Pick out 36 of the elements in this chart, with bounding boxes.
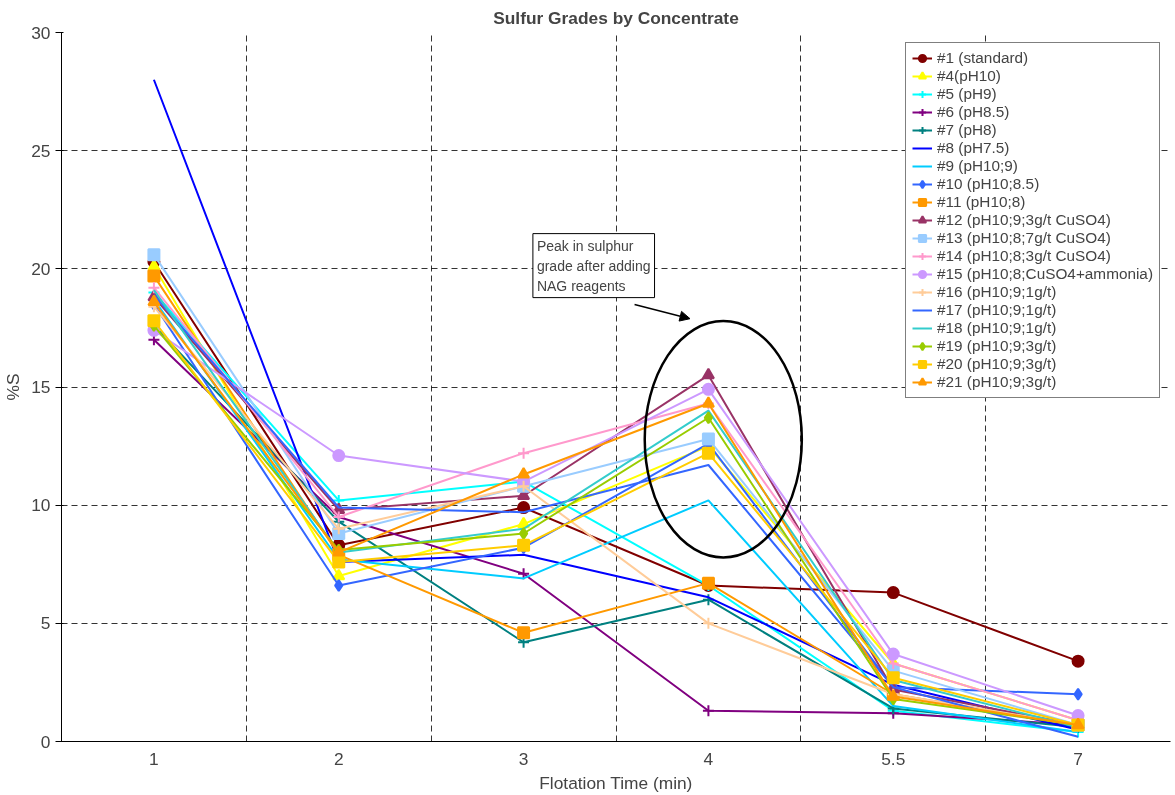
legend-label: #21 (pH10;9;3g/t)	[937, 373, 1057, 391]
legend-label: #8 (pH7.5)	[937, 139, 1010, 157]
legend-label: #17 (pH10;9;1g/t)	[937, 301, 1057, 319]
y-tick-label: 10	[31, 495, 51, 516]
x-tick-label: 3	[518, 748, 529, 769]
x-tick-label: 2	[333, 748, 344, 769]
legend-label: #10 (pH10;8.5)	[937, 175, 1040, 193]
legend-label: #12 (pH10;9;3g/t CuSO4)	[937, 211, 1111, 229]
legend-label: #11 (pH10;8)	[937, 193, 1026, 211]
legend-label: #5 (pH9)	[937, 85, 997, 103]
legend-label: #13 (pH10;8;7g/t CuSO4)	[937, 229, 1111, 247]
y-tick-label: 30	[31, 22, 51, 43]
legend-label: #1 (standard)	[937, 49, 1029, 67]
x-axis-title: Flotation Time (min)	[539, 772, 693, 793]
chart-title: Sulfur Grades by Concentrate	[493, 7, 740, 28]
legend-label: #4(pH10)	[937, 67, 1001, 85]
y-tick-label: 5	[40, 613, 51, 634]
legend-label: #19 (pH10;9;3g/t)	[937, 337, 1057, 355]
x-tick-label: 1	[149, 748, 159, 769]
legend-label: #20 (pH10;9;3g/t)	[937, 355, 1057, 373]
y-tick-label: 0	[40, 731, 51, 752]
legend-label: #9 (pH10;9)	[937, 157, 1018, 175]
y-tick-label: 25	[31, 140, 51, 161]
x-tick-label: 7	[1073, 748, 1083, 769]
legend-label: #18 (pH10;9;1g/t)	[937, 319, 1057, 337]
legend-label: #6 (pH8.5)	[937, 103, 1010, 121]
legend-label: #14 (pH10;8;3g/t CuSO4)	[937, 247, 1111, 265]
y-axis-title: %S	[3, 373, 24, 401]
legend-label: #16 (pH10;9;1g/t)	[937, 283, 1057, 301]
y-tick-label: 20	[31, 258, 51, 279]
legend-label: #7 (pH8)	[937, 121, 997, 139]
y-tick-label: 15	[31, 377, 51, 397]
x-tick-label: 4	[703, 748, 714, 769]
x-tick-label: 5.5	[881, 748, 906, 769]
legend-label: #15 (pH10;8;CuSO4+ammonia)	[937, 265, 1153, 283]
annotation: Peak in sulphur grade after adding NAG reagents	[536, 237, 651, 294]
